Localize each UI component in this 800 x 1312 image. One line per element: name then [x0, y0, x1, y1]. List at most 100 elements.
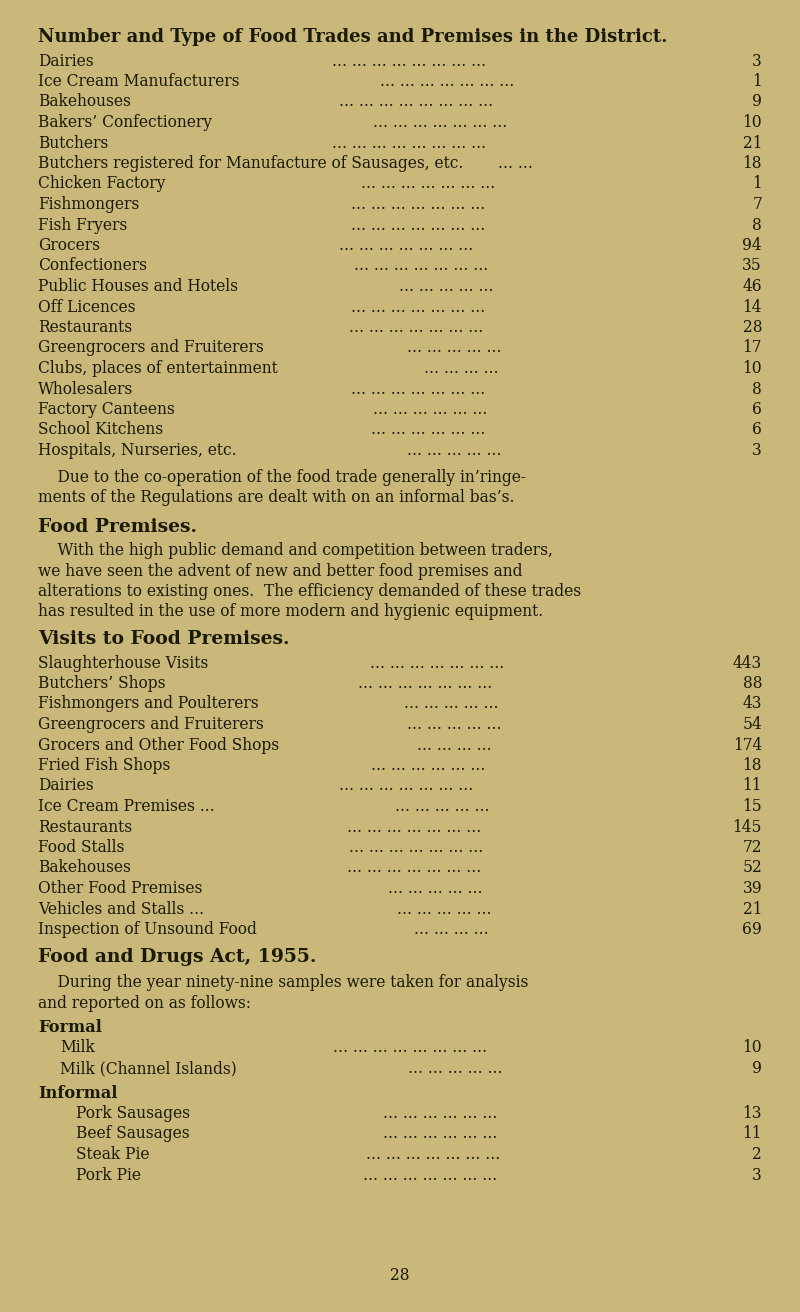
Text: ... ... ... ... ... ... ... ...: ... ... ... ... ... ... ... ...	[332, 52, 486, 70]
Text: Milk (Channel Islands): Milk (Channel Islands)	[60, 1060, 237, 1077]
Text: During the year ninety-nine samples were taken for analysis: During the year ninety-nine samples were…	[38, 974, 528, 991]
Text: 3: 3	[752, 442, 762, 459]
Text: Fish Fryers: Fish Fryers	[38, 216, 127, 234]
Text: ... ... ... ... ... ... ...: ... ... ... ... ... ... ...	[361, 176, 495, 193]
Text: 52: 52	[742, 859, 762, 876]
Text: ... ... ... ... ... ... ...: ... ... ... ... ... ... ...	[339, 778, 474, 795]
Text: ... ... ... ... ... ...: ... ... ... ... ... ...	[370, 421, 485, 438]
Text: ... ... ... ... ... ... ...: ... ... ... ... ... ... ...	[380, 73, 514, 91]
Text: Butchers registered for Manufacture of Sausages, etc.: Butchers registered for Manufacture of S…	[38, 155, 463, 172]
Text: ... ... ... ... ... ... ...: ... ... ... ... ... ... ...	[349, 319, 483, 336]
Text: Greengrocers and Fruiterers: Greengrocers and Fruiterers	[38, 716, 264, 733]
Text: ... ... ... ... ... ... ...: ... ... ... ... ... ... ...	[354, 257, 488, 274]
Text: Fishmongers and Poulterers: Fishmongers and Poulterers	[38, 695, 258, 712]
Text: has resulted in the use of more modern and hygienic equipment.: has resulted in the use of more modern a…	[38, 604, 543, 621]
Text: Bakehouses: Bakehouses	[38, 859, 131, 876]
Text: 9: 9	[752, 1060, 762, 1077]
Text: ... ... ... ... ...: ... ... ... ... ...	[399, 278, 494, 295]
Text: 18: 18	[742, 757, 762, 774]
Text: ... ...: ... ...	[498, 155, 533, 172]
Text: ... ... ... ... ... ... ...: ... ... ... ... ... ... ...	[366, 1145, 500, 1162]
Text: Restaurants: Restaurants	[38, 819, 132, 836]
Text: Confectioners: Confectioners	[38, 257, 147, 274]
Text: 3: 3	[752, 52, 762, 70]
Text: School Kitchens: School Kitchens	[38, 421, 163, 438]
Text: ... ... ... ... ... ... ...: ... ... ... ... ... ... ...	[346, 819, 481, 836]
Text: Formal: Formal	[38, 1019, 102, 1036]
Text: Food Premises.: Food Premises.	[38, 517, 197, 535]
Text: Butchers: Butchers	[38, 135, 108, 151]
Text: 8: 8	[752, 216, 762, 234]
Text: ... ... ... ... ... ... ...: ... ... ... ... ... ... ...	[351, 195, 486, 213]
Text: Steak Pie: Steak Pie	[76, 1145, 150, 1162]
Text: ... ... ... ...: ... ... ... ...	[414, 921, 489, 938]
Text: ... ... ... ... ... ... ...: ... ... ... ... ... ... ...	[358, 674, 493, 691]
Text: Food and Drugs Act, 1955.: Food and Drugs Act, 1955.	[38, 947, 316, 966]
Text: ... ... ... ... ...: ... ... ... ... ...	[394, 798, 490, 815]
Text: 11: 11	[742, 1126, 762, 1143]
Text: Ice Cream Manufacturers: Ice Cream Manufacturers	[38, 73, 239, 91]
Text: Visits to Food Premises.: Visits to Food Premises.	[38, 630, 290, 648]
Text: ... ... ... ... ... ... ...: ... ... ... ... ... ... ...	[339, 237, 474, 255]
Text: Vehicles and Stalls ...: Vehicles and Stalls ...	[38, 900, 204, 917]
Text: 174: 174	[733, 736, 762, 753]
Text: 1: 1	[752, 73, 762, 91]
Text: ... ... ... ... ... ... ...: ... ... ... ... ... ... ...	[351, 216, 486, 234]
Text: 14: 14	[742, 299, 762, 315]
Text: Dairies: Dairies	[38, 778, 94, 795]
Text: ... ... ... ...: ... ... ... ...	[423, 359, 498, 377]
Text: 9: 9	[752, 93, 762, 110]
Text: 94: 94	[742, 237, 762, 255]
Text: 43: 43	[742, 695, 762, 712]
Text: 54: 54	[742, 716, 762, 733]
Text: Greengrocers and Fruiterers: Greengrocers and Fruiterers	[38, 340, 264, 357]
Text: ... ... ... ... ...: ... ... ... ... ...	[406, 716, 501, 733]
Text: ... ... ... ... ...: ... ... ... ... ...	[397, 900, 492, 917]
Text: Slaughterhouse Visits: Slaughterhouse Visits	[38, 655, 208, 672]
Text: ... ... ... ... ... ... ...: ... ... ... ... ... ... ...	[346, 859, 481, 876]
Text: Due to the co-operation of the food trade generally in’ringe-: Due to the co-operation of the food trad…	[38, 468, 526, 485]
Text: 1: 1	[752, 176, 762, 193]
Text: Milk: Milk	[60, 1039, 95, 1056]
Text: 21: 21	[742, 900, 762, 917]
Text: 145: 145	[733, 819, 762, 836]
Text: Beef Sausages: Beef Sausages	[76, 1126, 190, 1143]
Text: 11: 11	[742, 778, 762, 795]
Text: ... ... ... ... ... ... ...: ... ... ... ... ... ... ...	[373, 114, 506, 131]
Text: Restaurants: Restaurants	[38, 319, 132, 336]
Text: 69: 69	[742, 921, 762, 938]
Text: 72: 72	[742, 838, 762, 855]
Text: 15: 15	[742, 798, 762, 815]
Text: 8: 8	[752, 380, 762, 398]
Text: Other Food Premises: Other Food Premises	[38, 880, 202, 897]
Text: Ice Cream Premises ...: Ice Cream Premises ...	[38, 798, 214, 815]
Text: ... ... ... ... ... ... ...: ... ... ... ... ... ... ...	[351, 380, 486, 398]
Text: Fried Fish Shops: Fried Fish Shops	[38, 757, 170, 774]
Text: ... ... ... ... ... ... ...: ... ... ... ... ... ... ...	[349, 838, 483, 855]
Text: ... ... ... ... ... ... ... ...: ... ... ... ... ... ... ... ...	[334, 1039, 487, 1056]
Text: Inspection of Unsound Food: Inspection of Unsound Food	[38, 921, 257, 938]
Text: ... ... ... ... ... ... ...: ... ... ... ... ... ... ...	[363, 1166, 498, 1183]
Text: ... ... ... ... ...: ... ... ... ... ...	[388, 880, 482, 897]
Text: ... ... ... ... ... ...: ... ... ... ... ... ...	[373, 401, 487, 419]
Text: Pork Pie: Pork Pie	[76, 1166, 141, 1183]
Text: Bakers’ Confectionery: Bakers’ Confectionery	[38, 114, 212, 131]
Text: Wholesalers: Wholesalers	[38, 380, 134, 398]
Text: ... ... ... ... ... ... ... ...: ... ... ... ... ... ... ... ...	[339, 93, 493, 110]
Text: and reported on as follows:: and reported on as follows:	[38, 994, 251, 1012]
Text: Dairies: Dairies	[38, 52, 94, 70]
Text: Clubs, places of entertainment: Clubs, places of entertainment	[38, 359, 278, 377]
Text: ... ... ... ... ...: ... ... ... ... ...	[404, 695, 498, 712]
Text: 18: 18	[742, 155, 762, 172]
Text: Food Stalls: Food Stalls	[38, 838, 124, 855]
Text: 46: 46	[742, 278, 762, 295]
Text: Butchers’ Shops: Butchers’ Shops	[38, 674, 166, 691]
Text: ... ... ... ...: ... ... ... ...	[417, 736, 491, 753]
Text: 35: 35	[742, 257, 762, 274]
Text: 10: 10	[742, 114, 762, 131]
Text: Informal: Informal	[38, 1085, 118, 1102]
Text: ments of the Regulations are dealt with on an informal bas’s.: ments of the Regulations are dealt with …	[38, 489, 514, 506]
Text: ... ... ... ... ...: ... ... ... ... ...	[406, 442, 501, 459]
Text: ... ... ... ... ... ...: ... ... ... ... ... ...	[382, 1126, 497, 1143]
Text: Pork Sausages: Pork Sausages	[76, 1105, 190, 1122]
